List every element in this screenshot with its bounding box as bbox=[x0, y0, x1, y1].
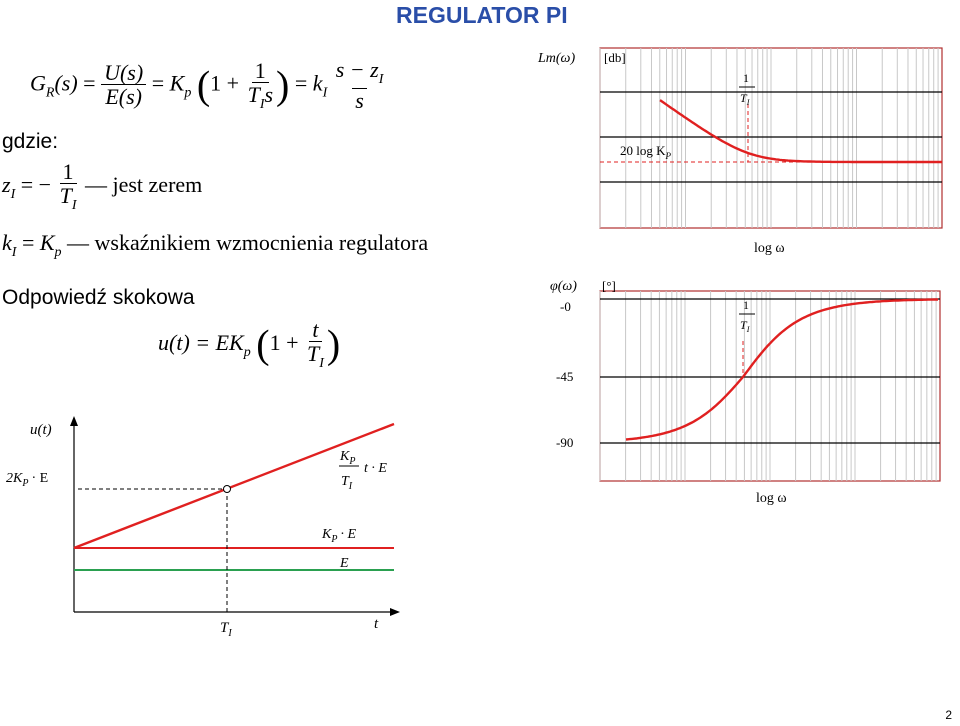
formula-G-sub: R bbox=[45, 85, 55, 101]
step-slope-den: TI bbox=[341, 474, 353, 492]
zero-T-sub: I bbox=[71, 198, 77, 214]
step-xlabel: t bbox=[374, 616, 379, 632]
formula-kI: k bbox=[312, 70, 323, 96]
phase-corner-num: 1 bbox=[743, 298, 749, 312]
step-y-arrow bbox=[70, 416, 78, 426]
mag-ylabel: Lm(ω) bbox=[537, 51, 575, 66]
formula-one: 1 bbox=[251, 59, 269, 83]
phase-corner-den: TI bbox=[740, 318, 750, 334]
formula-TI: T bbox=[247, 81, 260, 107]
bode-phase-chart: φ(ω) [°] -0 -45 -90 1 TI log ω bbox=[550, 278, 941, 506]
transfer-function-formula: GR(s) = U(s) E(s) = Kp (1 + 1 TIs) = kI s … bbox=[30, 57, 384, 113]
mag-corner-den: TI bbox=[740, 91, 750, 107]
formula-U: U(s) bbox=[101, 61, 147, 86]
mag-grid bbox=[599, 48, 939, 228]
phase-grid bbox=[599, 291, 937, 481]
mag-xlabel: log ω bbox=[754, 241, 785, 256]
zero-z: z bbox=[2, 171, 11, 197]
phase-tick-90: -90 bbox=[556, 435, 573, 450]
zero-eq: = − bbox=[20, 171, 52, 197]
formula-E: E(s) bbox=[105, 84, 142, 110]
gdzie-label: gdzie: bbox=[2, 130, 59, 153]
zero-definition: zI = − 1 TI — jest zerem bbox=[2, 160, 202, 213]
formula-eq2: = bbox=[151, 70, 165, 96]
mag-corner-num: 1 bbox=[743, 71, 749, 85]
gain-text: wskaźnikiem wzmocnienia regulatora bbox=[94, 230, 429, 255]
formula-Kp: K bbox=[169, 70, 185, 96]
step-u: u(t) = EK bbox=[158, 329, 244, 355]
phase-ylabel: φ(ω) bbox=[550, 279, 577, 294]
gain-k: k bbox=[2, 230, 12, 255]
mag-asym-label: 20 log KP bbox=[620, 143, 672, 161]
step-response-heading: Odpowiedź skokowa bbox=[2, 286, 195, 309]
gain-dash: — bbox=[67, 230, 90, 255]
step-response-chart: u(t) 2KP · E KP TI t · E KP · E E TI t bbox=[6, 416, 400, 639]
step-xtick-TI: TI bbox=[220, 620, 232, 639]
step-E-label: E bbox=[339, 556, 349, 571]
formula-den-s: s bbox=[352, 87, 367, 113]
phase-tick-0: -0 bbox=[560, 299, 571, 314]
mag-curve bbox=[659, 99, 942, 164]
formula-TI-sub: I bbox=[259, 96, 265, 112]
page-title: REGULATOR PI bbox=[396, 2, 568, 28]
zero-z-sub: I bbox=[10, 186, 16, 202]
phase-unit: [°] bbox=[602, 278, 616, 293]
gain-K-sub: p bbox=[54, 245, 62, 260]
gain-eq: = bbox=[21, 230, 35, 255]
step-one-plus: 1 + bbox=[269, 329, 299, 355]
phase-tick-45: -45 bbox=[556, 369, 573, 384]
formula-s: s bbox=[264, 81, 274, 107]
step-T: T bbox=[306, 341, 320, 367]
step-ylabel: u(t) bbox=[30, 422, 52, 438]
formula-eq3: = bbox=[294, 70, 308, 96]
step-t: t bbox=[309, 318, 322, 343]
step-ramp-line bbox=[73, 422, 395, 550]
page-number: 2 bbox=[945, 708, 952, 722]
formula-eq1: = bbox=[83, 70, 96, 96]
zero-dash: — bbox=[84, 171, 107, 197]
formula-s-minus-z: s − z bbox=[335, 57, 379, 82]
zero-one: 1 bbox=[59, 160, 77, 185]
step-response-formula: u(t) = EKp (1 + t TI) bbox=[158, 317, 341, 372]
formula-kI-sub: I bbox=[322, 85, 328, 101]
step-2KpE-label: 2KP · E bbox=[6, 471, 48, 489]
gain-k-sub: I bbox=[11, 245, 17, 260]
step-T-sub: I bbox=[319, 356, 324, 372]
gain-K: K bbox=[39, 230, 55, 255]
step-marker bbox=[223, 485, 231, 493]
formula-Kp-sub: p bbox=[184, 85, 192, 101]
step-slope-rest: t · E bbox=[364, 461, 387, 476]
formula-G: G bbox=[30, 70, 46, 96]
step-KpE-label: KP · E bbox=[321, 527, 356, 545]
formula-zI-sub: I bbox=[378, 72, 384, 87]
zero-text: jest zerem bbox=[112, 171, 203, 197]
phase-xlabel: log ω bbox=[756, 491, 787, 506]
mag-unit: [db] bbox=[604, 50, 626, 65]
zero-T: T bbox=[59, 183, 72, 209]
step-x-arrow bbox=[390, 608, 400, 616]
formula-of-s: (s) bbox=[54, 70, 78, 96]
phase-curve bbox=[625, 298, 938, 441]
step-u-sub: p bbox=[243, 344, 251, 360]
formula-one-plus: 1 + bbox=[210, 70, 240, 96]
step-slope-num: KP bbox=[339, 449, 355, 467]
bode-magnitude-chart: Lm(ω) [db] 20 log KP 1 TI log ω bbox=[537, 47, 943, 256]
gain-definition: kI = Kp — wskaźnikiem wzmocnienia regula… bbox=[2, 230, 428, 261]
